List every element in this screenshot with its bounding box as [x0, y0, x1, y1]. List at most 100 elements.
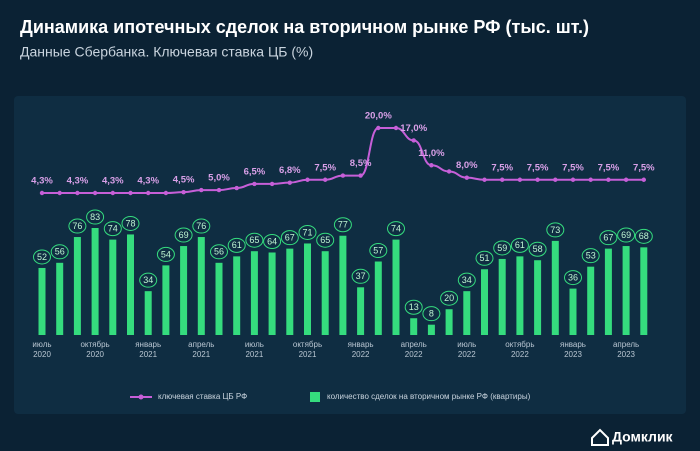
value-badge: [227, 237, 246, 253]
value-badge: [316, 232, 335, 248]
value-label: 56: [214, 247, 224, 257]
value-label: 37: [356, 271, 366, 281]
rate-marker: [181, 189, 186, 195]
value-badge: [581, 248, 600, 264]
rate-marker: [570, 177, 576, 182]
value-badge: [50, 244, 69, 260]
value-badge: [121, 215, 140, 231]
value-badge: [422, 306, 441, 322]
x-tick-label: январь 2022: [347, 340, 374, 359]
value-label: 13: [409, 302, 419, 312]
rate-marker: [39, 190, 45, 196]
legend-marker: [138, 394, 144, 400]
bar: [321, 251, 329, 335]
value-badge: [617, 227, 636, 243]
rate-marker: [146, 190, 151, 196]
value-label: 69: [621, 230, 631, 240]
value-badge: [86, 209, 105, 225]
rate-label: 17,0%: [400, 123, 427, 134]
value-badge: [510, 237, 529, 253]
x-tick-label: октябрь 2021: [292, 340, 323, 359]
rate-label: 20,0%: [365, 111, 392, 122]
bar: [445, 309, 453, 335]
value-badge: [103, 221, 122, 237]
bar: [569, 288, 577, 335]
value-label: 36: [568, 272, 578, 282]
rate-label: 4,3%: [137, 176, 159, 187]
rate-marker: [588, 177, 593, 182]
value-label: 68: [639, 231, 649, 241]
bar: [162, 265, 170, 335]
value-label: 61: [515, 240, 525, 250]
bar: [604, 248, 612, 335]
value-badge: [174, 227, 193, 243]
rate-label: 7,5%: [633, 162, 655, 173]
rate-marker: [216, 187, 222, 193]
bar: [91, 228, 99, 335]
rate-marker: [252, 181, 257, 187]
legend-label: ключевая ставка ЦБ РФ: [158, 392, 247, 401]
x-tick-label: апрель 2022: [400, 340, 427, 359]
rate-marker: [464, 175, 469, 180]
rate-marker: [358, 173, 363, 178]
value-badge: [528, 241, 547, 257]
value-badge: [33, 249, 51, 265]
value-label: 71: [302, 227, 312, 237]
bar: [640, 247, 648, 335]
value-label: 61: [232, 240, 242, 250]
value-badge: [298, 224, 317, 240]
value-label: 67: [285, 233, 295, 243]
bar: [463, 291, 471, 335]
rate-marker: [305, 177, 310, 182]
value-label: 65: [249, 235, 259, 245]
value-badge: [457, 272, 476, 288]
value-label: 59: [497, 243, 507, 253]
value-label: 64: [267, 236, 277, 246]
chart-title: Динамика ипотечных сделок на вторичном р…: [20, 17, 589, 37]
bar: [268, 252, 276, 335]
value-label: 53: [586, 251, 596, 261]
bar: [427, 324, 435, 335]
value-label: 78: [125, 218, 135, 228]
bar: [127, 234, 134, 335]
bar: [534, 260, 542, 335]
rate-marker: [234, 185, 239, 191]
value-badge: [192, 218, 211, 234]
value-label: 56: [55, 247, 65, 257]
x-tick-label: июль 2021: [244, 340, 264, 359]
value-badge: [564, 270, 582, 286]
bar: [286, 248, 294, 335]
rate-label: 4,5%: [173, 175, 195, 186]
bar: [622, 246, 630, 335]
x-tick-label: июль 2020: [32, 340, 52, 359]
value-label: 76: [72, 221, 82, 231]
value-badge: [634, 228, 653, 244]
rate-marker: [429, 163, 434, 168]
rate-label: 6,5%: [244, 166, 266, 177]
rate-marker: [57, 190, 62, 196]
value-label: 54: [161, 249, 171, 259]
rate-marker: [287, 180, 292, 185]
bar: [109, 239, 117, 335]
value-badge: [599, 230, 618, 246]
value-label: 77: [338, 220, 348, 230]
value-label: 58: [533, 244, 543, 254]
logo-icon: [591, 428, 609, 446]
bar: [197, 237, 205, 335]
value-badge: [440, 290, 459, 306]
x-tick-label: июль 2022: [457, 340, 477, 359]
value-badge: [210, 244, 228, 260]
rate-marker: [411, 138, 416, 143]
rate-marker: [199, 187, 204, 193]
bar: [498, 258, 506, 335]
rate-marker: [92, 190, 98, 196]
rate-marker: [500, 177, 505, 182]
rate-marker: [340, 173, 346, 178]
value-label: 83: [90, 212, 100, 222]
bar: [410, 318, 418, 335]
rate-label: 7,5%: [598, 162, 620, 173]
legend-label: количество сделок на вторичном рынке РФ …: [327, 392, 531, 401]
rate-label: 4,3%: [102, 176, 124, 187]
bar: [392, 239, 400, 335]
value-label: 74: [108, 223, 118, 233]
